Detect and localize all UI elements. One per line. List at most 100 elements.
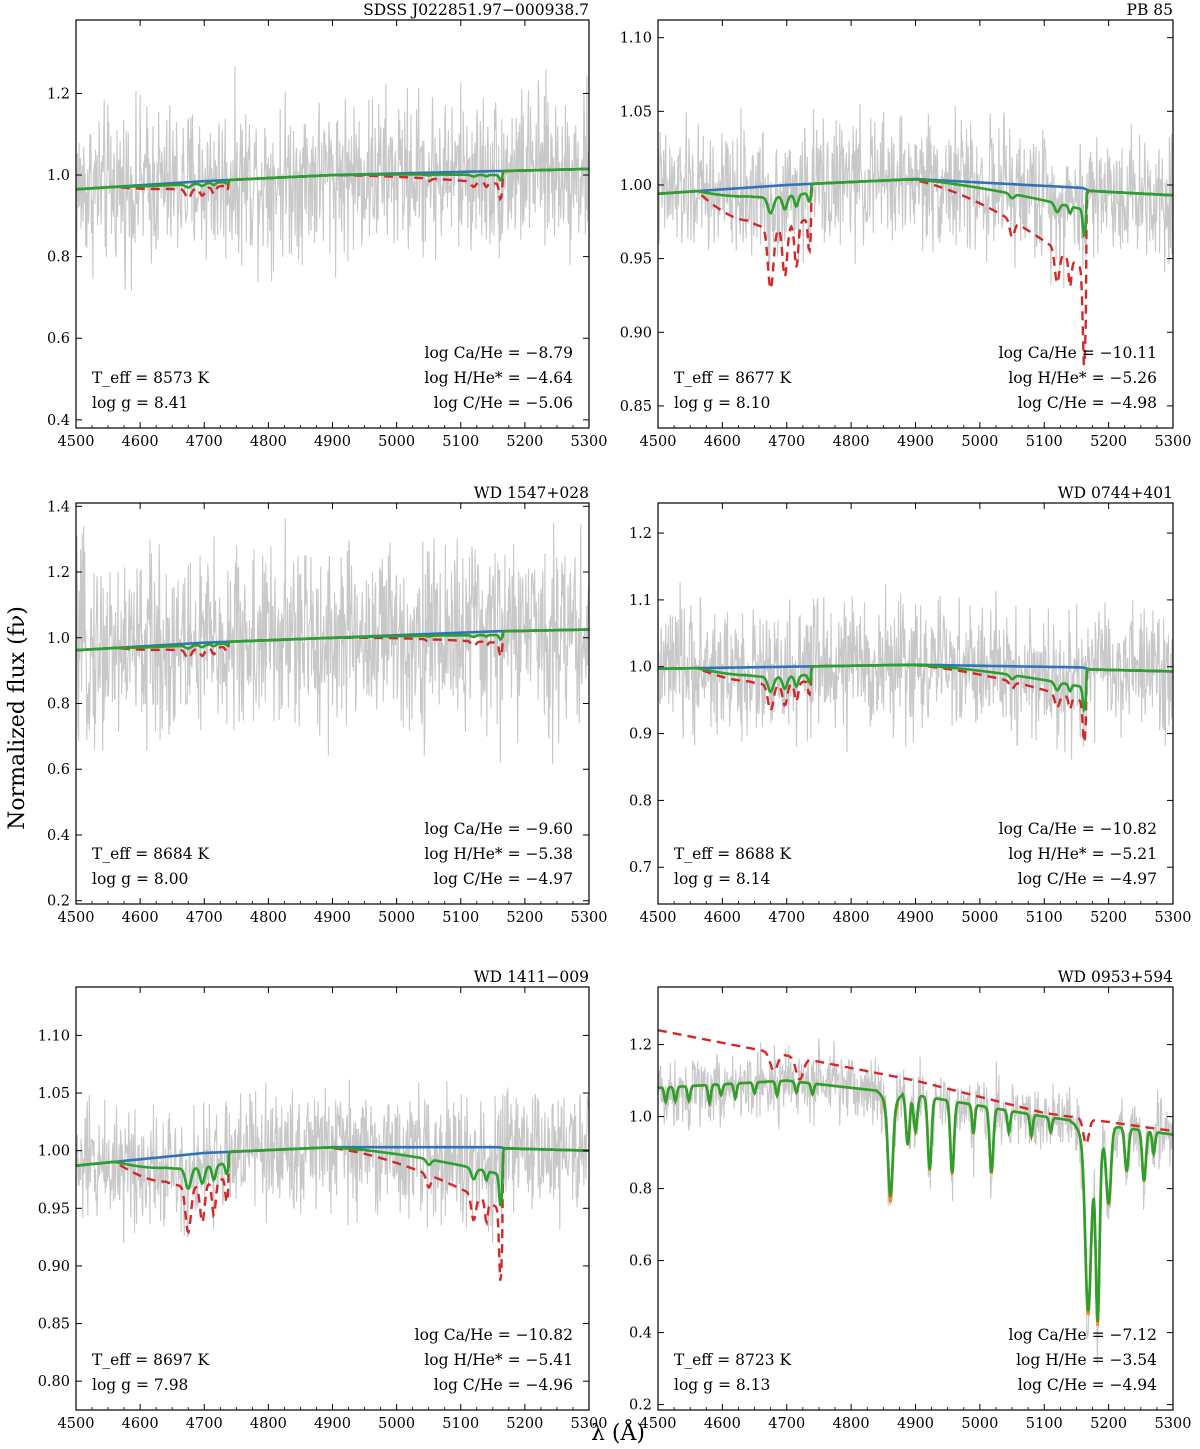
x-tick-label: 4700 [186,910,223,926]
h-annotation: log H/He* = −5.41 [424,1351,573,1369]
x-tick-label: 5300 [1155,910,1192,926]
c-annotation: log C/He = −4.94 [1018,1376,1157,1394]
y-tick-label: 0.4 [47,828,70,844]
y-tick-label: 0.80 [38,1374,70,1390]
y-tick-label: 1.0 [629,660,652,676]
y-tick-label: 0.4 [629,1326,652,1342]
panel-title: WD 0744+401 [1058,484,1173,502]
y-tick-label: 1.00 [620,178,652,194]
observed-spectrum-line [658,1038,1173,1366]
x-tick-label: 4900 [314,1416,351,1432]
ca-annotation: log Ca/He = −10.11 [999,344,1157,362]
green-model-line [76,167,589,191]
c-annotation: log C/He = −4.96 [434,1376,573,1394]
x-tick-label: 4900 [897,1416,934,1432]
x-tick-label: 4700 [768,434,805,450]
y-tick-label: 0.4 [47,413,70,429]
x-axis-label: λ (Å) [591,1418,645,1446]
logg-annotation: log g = 7.98 [92,1376,188,1394]
plot-frame [657,986,1174,1411]
x-tick-label: 5200 [506,910,543,926]
y-tick-label: 0.7 [629,860,652,876]
observed-spectrum-line [658,582,1173,760]
logg-annotation: log g = 8.13 [674,1376,770,1394]
y-tick-label: 0.95 [38,1201,70,1217]
teff-annotation: T_eff = 8697 K [92,1351,209,1369]
green-model-line [76,628,589,652]
x-tick-label: 4900 [314,910,351,926]
x-tick-label: 4500 [58,1416,95,1432]
y-tick-label: 1.05 [38,1086,70,1102]
x-tick-label: 4800 [833,910,870,926]
plot-area [76,518,589,765]
green-model-line [658,663,1173,714]
teff-annotation: T_eff = 8723 K [674,1351,791,1369]
y-tick-label: 1.0 [47,168,70,184]
x-tick-label: 4500 [640,910,677,926]
x-tick-label: 4600 [704,1416,741,1432]
x-tick-label: 4600 [122,434,159,450]
plot-area [658,582,1173,760]
panel-title: SDSS J022851.97−000938.7 [363,1,589,19]
x-tick-label: 4900 [897,434,934,450]
panel-6: 4500 4600 4700 4800 4900 5000 5100 5200 5300 0.2 0… [629,968,1192,1432]
x-tick-label: 4800 [250,434,287,450]
x-tick-label: 4500 [58,434,95,450]
x-tick-label: 5000 [961,1416,998,1432]
x-tick-label: 5000 [378,910,415,926]
panel-1: 4500 4600 4700 4800 4900 5000 5100 5200 5300 0.4 0… [47,1,608,450]
y-tick-label: 0.6 [629,1254,652,1270]
y-tick-label: 1.2 [629,526,652,542]
plot-area [658,103,1173,366]
y-tick-label: 0.90 [620,325,652,341]
x-tick-label: 4700 [768,910,805,926]
teff-annotation: T_eff = 8688 K [674,845,791,863]
y-tick-label: 0.85 [620,399,652,415]
y-tick-label: 0.8 [629,1182,652,1198]
green-model-line [658,1079,1173,1322]
y-tick-label: 1.4 [47,499,70,515]
x-tick-label: 5300 [1155,1416,1192,1432]
x-tick-label: 4800 [833,1416,870,1432]
y-tick-label: 0.6 [47,331,70,347]
y-tick-label: 1.2 [629,1038,652,1054]
h-annotation: log H/He* = −5.38 [424,845,573,863]
observed-spectrum-line [76,518,589,765]
x-tick-label: 4600 [122,1416,159,1432]
x-tick-label: 5100 [442,434,479,450]
x-tick-label: 5200 [1090,910,1127,926]
ca-annotation: log Ca/He = −9.60 [425,820,574,838]
y-tick-label: 0.95 [620,252,652,268]
logg-annotation: log g = 8.41 [92,394,188,412]
y-tick-label: 1.1 [629,593,652,609]
x-tick-label: 4900 [897,910,934,926]
x-tick-label: 5100 [1026,910,1063,926]
x-tick-label: 5000 [961,434,998,450]
plot-area [658,1029,1173,1366]
y-tick-label: 1.2 [47,86,70,102]
plot-frame [75,19,590,429]
panel-title: PB 85 [1127,1,1173,19]
plot-frame [657,502,1174,905]
logg-annotation: log g = 8.14 [674,870,771,888]
y-axis-label: Normalized flux (fν) [5,606,30,830]
teff-annotation: T_eff = 8573 K [92,369,209,387]
plot-area [76,1079,589,1281]
ca-annotation: log Ca/He = −10.82 [999,820,1157,838]
y-tick-label: 0.2 [47,894,70,910]
x-tick-label: 5100 [442,910,479,926]
x-tick-label: 5000 [378,1416,415,1432]
x-tick-label: 4500 [640,1416,677,1432]
y-tick-label: 1.10 [620,31,652,47]
y-tick-label: 1.0 [629,1110,652,1126]
panel-2: 4500 4600 4700 4800 4900 5000 5100 5200 5300 0.85… [620,1,1192,450]
x-tick-label: 5300 [571,910,608,926]
teff-annotation: T_eff = 8677 K [674,369,791,387]
c-annotation: log C/He = −4.97 [1018,870,1157,888]
logg-annotation: log g = 8.00 [92,870,188,888]
x-tick-label: 4600 [122,910,159,926]
y-tick-label: 0.9 [629,727,652,743]
ca-annotation: log Ca/He = −10.82 [415,1326,573,1344]
y-tick-label: 1.0 [47,631,70,647]
panel-3: 4500 4600 4700 4800 4900 5000 5100 5200 5300 0.2 0… [47,484,608,926]
